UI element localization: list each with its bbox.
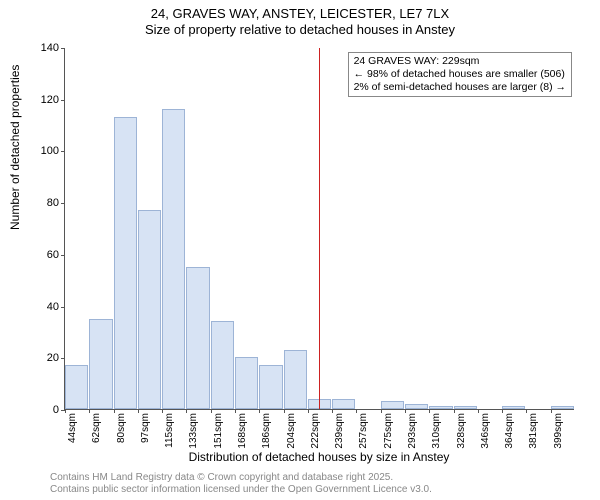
x-tick-label: 275sqm: [383, 413, 394, 449]
x-tick-mark: [502, 409, 503, 413]
x-tick-mark: [114, 409, 115, 413]
y-tick-mark: [61, 203, 65, 204]
x-tick-label: 151sqm: [213, 413, 224, 449]
x-tick-label: 346sqm: [480, 413, 491, 449]
x-tick-label: 80sqm: [116, 413, 127, 443]
x-tick-label: 168sqm: [237, 413, 248, 449]
histogram-bar: [454, 406, 477, 409]
histogram-bar: [332, 399, 355, 409]
y-tick-label: 120: [25, 94, 65, 106]
y-tick-mark: [61, 255, 65, 256]
x-tick-label: 381sqm: [528, 413, 539, 449]
y-tick-label: 0: [25, 404, 65, 416]
y-tick-mark: [61, 358, 65, 359]
histogram-bar: [551, 406, 574, 409]
x-tick-mark: [381, 409, 382, 413]
y-tick-label: 20: [25, 352, 65, 364]
footer-attribution: Contains HM Land Registry data © Crown c…: [50, 472, 432, 496]
histogram-bar: [381, 401, 404, 409]
annotation-line3: 2% of semi-detached houses are larger (8…: [354, 81, 566, 94]
y-tick-mark: [61, 48, 65, 49]
x-tick-mark: [332, 409, 333, 413]
histogram-bar: [429, 406, 452, 409]
x-tick-mark: [65, 409, 66, 413]
x-tick-label: 222sqm: [310, 413, 321, 449]
x-tick-label: 97sqm: [140, 413, 151, 443]
y-axis-label: Number of detached properties: [8, 65, 22, 230]
y-tick-label: 60: [25, 249, 65, 261]
plot-area: 02040608010012014044sqm62sqm80sqm97sqm11…: [64, 48, 574, 410]
chart-title: 24, GRAVES WAY, ANSTEY, LEICESTER, LE7 7…: [0, 0, 600, 39]
x-tick-mark: [284, 409, 285, 413]
x-tick-label: 133sqm: [188, 413, 199, 449]
annotation-line1: 24 GRAVES WAY: 229sqm: [354, 55, 566, 68]
histogram-bar: [405, 404, 428, 409]
y-tick-mark: [61, 100, 65, 101]
x-tick-mark: [162, 409, 163, 413]
x-tick-label: 364sqm: [504, 413, 515, 449]
histogram-bar: [162, 109, 185, 409]
x-tick-label: 115sqm: [164, 413, 175, 448]
reference-line: [319, 48, 320, 409]
y-tick-label: 100: [25, 145, 65, 157]
x-tick-label: 399sqm: [553, 413, 564, 449]
x-tick-mark: [211, 409, 212, 413]
x-tick-mark: [235, 409, 236, 413]
x-tick-mark: [551, 409, 552, 413]
histogram-bar: [186, 267, 209, 409]
x-tick-mark: [478, 409, 479, 413]
x-tick-mark: [138, 409, 139, 413]
y-tick-label: 80: [25, 197, 65, 209]
title-subtitle: Size of property relative to detached ho…: [0, 22, 600, 38]
footer-line2: Contains public sector information licen…: [50, 484, 432, 496]
chart-container: 24, GRAVES WAY, ANSTEY, LEICESTER, LE7 7…: [0, 0, 600, 500]
x-tick-label: 293sqm: [407, 413, 418, 449]
y-tick-label: 140: [25, 42, 65, 54]
reference-annotation: 24 GRAVES WAY: 229sqm← 98% of detached h…: [348, 52, 572, 97]
y-tick-mark: [61, 307, 65, 308]
histogram-bar: [65, 365, 88, 409]
x-tick-label: 62sqm: [91, 413, 102, 443]
x-tick-mark: [308, 409, 309, 413]
x-tick-mark: [405, 409, 406, 413]
histogram-bar: [89, 319, 112, 410]
histogram-bar: [235, 357, 258, 409]
footer-line1: Contains HM Land Registry data © Crown c…: [50, 472, 432, 484]
title-address: 24, GRAVES WAY, ANSTEY, LEICESTER, LE7 7…: [0, 6, 600, 22]
histogram-bar: [138, 210, 161, 409]
x-axis-label: Distribution of detached houses by size …: [64, 450, 574, 464]
x-tick-label: 310sqm: [431, 413, 442, 449]
x-tick-label: 204sqm: [286, 413, 297, 449]
histogram-bar: [502, 406, 525, 409]
y-tick-label: 40: [25, 301, 65, 313]
x-tick-label: 186sqm: [261, 413, 272, 449]
x-tick-label: 239sqm: [334, 413, 345, 449]
x-tick-label: 44sqm: [67, 413, 78, 443]
histogram-bar: [259, 365, 282, 409]
histogram-bar: [114, 117, 137, 409]
x-tick-label: 328sqm: [456, 413, 467, 449]
histogram-bar: [284, 350, 307, 409]
annotation-line2: ← 98% of detached houses are smaller (50…: [354, 68, 566, 81]
x-tick-mark: [454, 409, 455, 413]
x-tick-label: 257sqm: [358, 413, 369, 449]
y-tick-mark: [61, 151, 65, 152]
histogram-bar: [211, 321, 234, 409]
